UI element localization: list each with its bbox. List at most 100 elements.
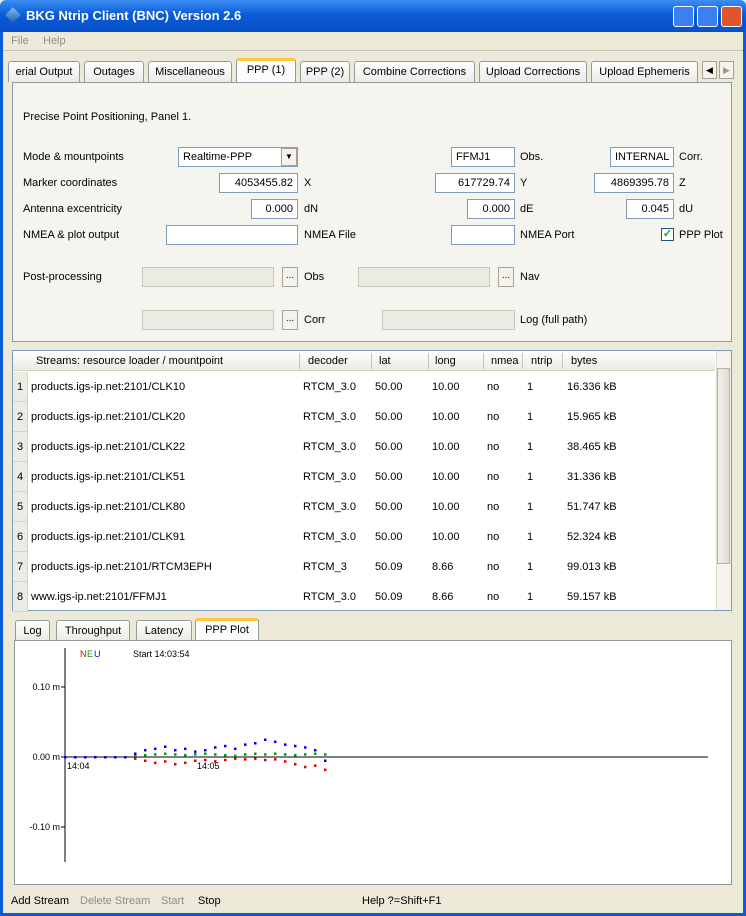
- table-cell: RTCM_3.0: [303, 440, 356, 454]
- help-hint: Help ?=Shift+F1: [362, 894, 442, 908]
- bottom-tab[interactable]: PPP Plot: [195, 618, 259, 641]
- field-label: dE: [520, 202, 533, 216]
- table-cell: products.igs-ip.net:2101/CLK22: [31, 440, 185, 454]
- table-cell: no: [487, 410, 499, 424]
- table-cell: no: [487, 470, 499, 484]
- table-cell: 50.09: [375, 560, 403, 574]
- tab[interactable]: Miscellaneous: [148, 61, 232, 82]
- tab[interactable]: Upload Ephemeris: [591, 61, 698, 82]
- header-separator: [522, 353, 523, 369]
- text-input[interactable]: 0.000: [467, 199, 515, 219]
- header-separator: [428, 353, 429, 369]
- table-cell: 50.00: [375, 530, 403, 544]
- text-input[interactable]: 0.000: [251, 199, 298, 219]
- tab[interactable]: erial Output: [8, 61, 80, 82]
- table-cell: RTCM_3.0: [303, 410, 356, 424]
- field-label: Corr.: [679, 150, 703, 164]
- table-cell: 51.747 kB: [567, 500, 617, 514]
- status-button[interactable]: Add Stream: [11, 894, 69, 908]
- table-cell: 50.00: [375, 380, 403, 394]
- column-header[interactable]: lat: [379, 354, 391, 368]
- table-cell: no: [487, 440, 499, 454]
- text-input[interactable]: [166, 225, 298, 245]
- browse-button[interactable]: ...: [282, 267, 298, 287]
- table-cell: 99.013 kB: [567, 560, 617, 574]
- field-label: Mode & mountpoints: [23, 150, 124, 164]
- tab-scroll-right[interactable]: ▶: [719, 61, 734, 79]
- minimize-button[interactable]: [673, 6, 694, 27]
- row-number: 7: [17, 560, 23, 574]
- field-label: NMEA File: [304, 228, 356, 242]
- tab[interactable]: PPP (1): [236, 58, 296, 83]
- table-cell: 8.66: [432, 560, 453, 574]
- menu-item[interactable]: File: [11, 34, 29, 48]
- header-separator: [299, 353, 300, 369]
- close-button[interactable]: [721, 6, 742, 27]
- field-label: Z: [679, 176, 686, 190]
- window-title: BKG Ntrip Client (BNC) Version 2.6: [26, 9, 241, 23]
- bottom-tab[interactable]: Throughput: [56, 620, 130, 640]
- field-label: dU: [679, 202, 693, 216]
- browse-button[interactable]: ...: [282, 310, 298, 330]
- tab[interactable]: Outages: [84, 61, 144, 82]
- field-label: Marker coordinates: [23, 176, 117, 190]
- field-label: Corr: [304, 313, 325, 327]
- column-header[interactable]: bytes: [571, 354, 597, 368]
- text-input[interactable]: FFMJ1: [451, 147, 515, 167]
- column-header[interactable]: Streams: resource loader / mountpoint: [36, 354, 223, 368]
- field-label: PPP Plot: [679, 228, 723, 242]
- row-number: 5: [17, 500, 23, 514]
- maximize-button[interactable]: [697, 6, 718, 27]
- disabled-input: [142, 267, 274, 287]
- column-header[interactable]: long: [435, 354, 456, 368]
- row-number: 2: [17, 410, 23, 424]
- table-cell: products.igs-ip.net:2101/CLK51: [31, 470, 185, 484]
- table-cell: 52.324 kB: [567, 530, 617, 544]
- plot-panel: [14, 640, 732, 885]
- scroll-thumb[interactable]: [717, 368, 730, 564]
- table-cell: RTCM_3.0: [303, 530, 356, 544]
- column-header[interactable]: decoder: [308, 354, 348, 368]
- mode-combo[interactable]: Realtime-PPP: [178, 147, 298, 167]
- field-label: NMEA Port: [520, 228, 574, 242]
- combo-arrow[interactable]: ▼: [281, 148, 297, 166]
- table-cell: 10.00: [432, 440, 460, 454]
- text-input[interactable]: 4869395.78: [594, 173, 674, 193]
- tab-scroll-left[interactable]: ◀: [702, 61, 717, 79]
- table-cell: 50.09: [375, 590, 403, 604]
- table-cell: 16.336 kB: [567, 380, 617, 394]
- bottom-tab[interactable]: Latency: [136, 620, 192, 640]
- field-label: X: [304, 176, 311, 190]
- tab[interactable]: Upload Corrections: [479, 61, 587, 82]
- table-cell: 59.157 kB: [567, 590, 617, 604]
- table-cell: 15.965 kB: [567, 410, 617, 424]
- row-number: 3: [17, 440, 23, 454]
- tab[interactable]: PPP (2): [300, 61, 350, 82]
- text-input[interactable]: INTERNAL: [610, 147, 674, 167]
- browse-button[interactable]: ...: [498, 267, 514, 287]
- table-cell: 10.00: [432, 470, 460, 484]
- text-input[interactable]: 4053455.82: [219, 173, 298, 193]
- table-cell: RTCM_3.0: [303, 470, 356, 484]
- panel-heading: Precise Point Positioning, Panel 1.: [23, 110, 191, 124]
- row-number: 6: [17, 530, 23, 544]
- bottom-tab[interactable]: Log: [15, 620, 50, 640]
- checkbox[interactable]: ✓: [661, 228, 674, 241]
- text-input[interactable]: 617729.74: [435, 173, 515, 193]
- status-button[interactable]: Start: [161, 894, 184, 908]
- tab[interactable]: Combine Corrections: [354, 61, 475, 82]
- text-input[interactable]: [451, 225, 515, 245]
- table-cell: products.igs-ip.net:2101/CLK91: [31, 530, 185, 544]
- disabled-input: [382, 310, 515, 330]
- status-button[interactable]: Delete Stream: [80, 894, 150, 908]
- table-cell: 1: [527, 530, 533, 544]
- column-header[interactable]: ntrip: [531, 354, 552, 368]
- column-header[interactable]: nmea: [491, 354, 519, 368]
- table-cell: 38.465 kB: [567, 440, 617, 454]
- status-button[interactable]: Stop: [198, 894, 221, 908]
- table-cell: 1: [527, 410, 533, 424]
- menu-item[interactable]: Help: [43, 34, 66, 48]
- frame-left: [0, 32, 3, 916]
- text-input[interactable]: 0.045: [626, 199, 674, 219]
